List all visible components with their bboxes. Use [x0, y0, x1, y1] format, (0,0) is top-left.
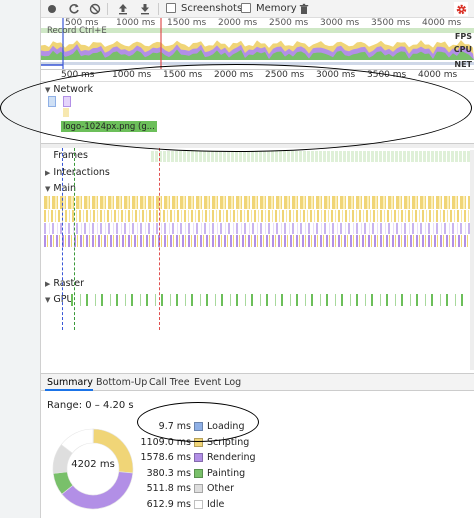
- clear-button[interactable]: [88, 2, 102, 16]
- details-tabs: Summary Bottom-Up Call Tree Event Log: [41, 373, 474, 391]
- load-profile-button[interactable]: [116, 2, 130, 16]
- gear-icon: [456, 4, 466, 14]
- overview-tick-label: 2000 ms: [218, 18, 258, 28]
- collect-garbage-button[interactable]: [297, 2, 311, 16]
- download-icon: [141, 4, 149, 15]
- legend-value: 511.8 ms: [146, 483, 191, 494]
- tab-call-tree[interactable]: Call Tree: [149, 377, 190, 388]
- overview-tick-label: 500 ms: [65, 18, 99, 28]
- overview-tick-label: 3000 ms: [320, 18, 360, 28]
- legend-name: Scripting: [207, 436, 250, 448]
- collapse-arrow-icon: ▼: [45, 185, 51, 193]
- overview-tick-label: 1500 ms: [167, 18, 207, 28]
- flame-chart-area[interactable]: ▶Frames ▶Interactions ▼Main ▶Raster ▼GPU: [41, 148, 474, 368]
- timeline-overview[interactable]: 500 ms 1000 ms 1500 ms 2000 ms 2500 ms 3000 m…: [41, 18, 474, 70]
- legend-name: Painting: [207, 467, 246, 479]
- legend-value: 380.3 ms: [146, 467, 191, 479]
- trash-icon: [299, 3, 309, 14]
- load-event-marker: [159, 148, 160, 330]
- collapse-arrow-icon: ▼: [45, 296, 51, 304]
- main-task-row: [44, 235, 470, 247]
- net-label: NET: [454, 60, 472, 69]
- gpu-task-row: [71, 294, 470, 306]
- raster-track-title[interactable]: ▶ Raster: [45, 278, 84, 289]
- frames-track-title[interactable]: ▶Frames: [45, 150, 88, 161]
- frames-label: Frames: [53, 150, 88, 161]
- legend-swatch: [194, 468, 203, 478]
- overview-tick-label: 1000 ms: [116, 18, 156, 28]
- reload-record-button[interactable]: [67, 2, 81, 16]
- frames-strip: [151, 151, 470, 162]
- main-task-row: [44, 210, 470, 222]
- interactions-label: Interactions: [53, 167, 110, 178]
- legend-swatch: [194, 484, 203, 493]
- upload-icon: [119, 4, 127, 15]
- gpu-track-title[interactable]: ▼ GPU: [45, 294, 73, 305]
- legend-row-painting: 380.3 ms Painting: [121, 468, 321, 480]
- annotation-ellipse: [137, 402, 259, 442]
- legend-row-other: 511.8 ms Other: [121, 483, 321, 495]
- gpu-label: GPU: [53, 294, 74, 305]
- total-time: 4202 ms: [71, 459, 115, 470]
- fps-band: [41, 28, 474, 33]
- legend-swatch: [194, 453, 203, 462]
- toolbar-separator: [158, 3, 159, 15]
- tab-bottom-up[interactable]: Bottom-Up: [96, 377, 148, 388]
- main-task-row: [44, 223, 470, 234]
- legend-row-rendering: 1578.6 ms Rendering: [121, 452, 321, 464]
- performance-toolbar: Screenshots Memory: [41, 0, 474, 18]
- ruler-tick-label: 4000 ms: [418, 70, 458, 80]
- legend-swatch: [194, 499, 203, 509]
- expand-arrow-icon: ▶: [45, 280, 51, 288]
- overview-tick-label: 3500 ms: [371, 18, 411, 28]
- legend-value: 1578.6 ms: [140, 452, 191, 463]
- cpu-painting-area: [41, 49, 474, 60]
- raster-label: Raster: [53, 278, 85, 289]
- range-label: Range: 0 – 4.20 s: [47, 400, 134, 411]
- legend-row-idle: 612.9 ms Idle: [121, 499, 321, 511]
- summary-donut-chart: [52, 428, 134, 510]
- screenshots-checkbox[interactable]: [166, 3, 176, 13]
- legend-name: Idle: [207, 498, 225, 510]
- legend-value: 1109.0 ms: [140, 436, 191, 448]
- overview-tick-label: 4000 ms: [422, 18, 462, 28]
- screenshots-label: Screenshots: [181, 3, 243, 14]
- capture-settings-button[interactable]: [454, 2, 468, 16]
- clear-icon: [89, 3, 101, 15]
- legend-value: 612.9 ms: [146, 498, 191, 510]
- record-shortcut-hint: Record Ctrl+E: [47, 26, 107, 36]
- fps-label: FPS: [454, 32, 472, 41]
- flame-scrollbar[interactable]: [470, 150, 474, 370]
- record-button[interactable]: [45, 2, 59, 16]
- overview-tick-label: 2500 ms: [269, 18, 309, 28]
- tab-event-log[interactable]: Event Log: [194, 377, 242, 388]
- reload-icon: [69, 4, 79, 14]
- active-tab-indicator: [45, 389, 93, 391]
- dom-content-loaded-marker: [62, 148, 63, 330]
- cpu-label: CPU: [453, 45, 472, 54]
- memory-label: Memory: [256, 3, 297, 14]
- left-gutter: [0, 0, 41, 518]
- main-label: Main: [53, 183, 77, 194]
- memory-checkbox[interactable]: [241, 3, 251, 13]
- legend-name: Rendering: [207, 452, 256, 463]
- main-track-title[interactable]: ▼ Main: [45, 183, 76, 194]
- annotation-ellipse: [0, 64, 472, 152]
- donut-slice-idle: [60, 428, 94, 454]
- first-paint-marker: [74, 148, 75, 330]
- summary-pane: Range: 0 – 4.20 s 4202 ms 9.7 ms Loading 1…: [41, 391, 474, 518]
- toolbar-separator: [107, 3, 108, 15]
- interactions-track-title[interactable]: ▶ Interactions: [45, 167, 110, 178]
- tab-summary[interactable]: Summary: [47, 377, 93, 388]
- main-task-row: [44, 196, 470, 209]
- legend-name: Other: [207, 483, 234, 494]
- save-profile-button[interactable]: [138, 2, 152, 16]
- expand-arrow-icon: ▶: [45, 169, 51, 177]
- record-icon: [48, 5, 56, 13]
